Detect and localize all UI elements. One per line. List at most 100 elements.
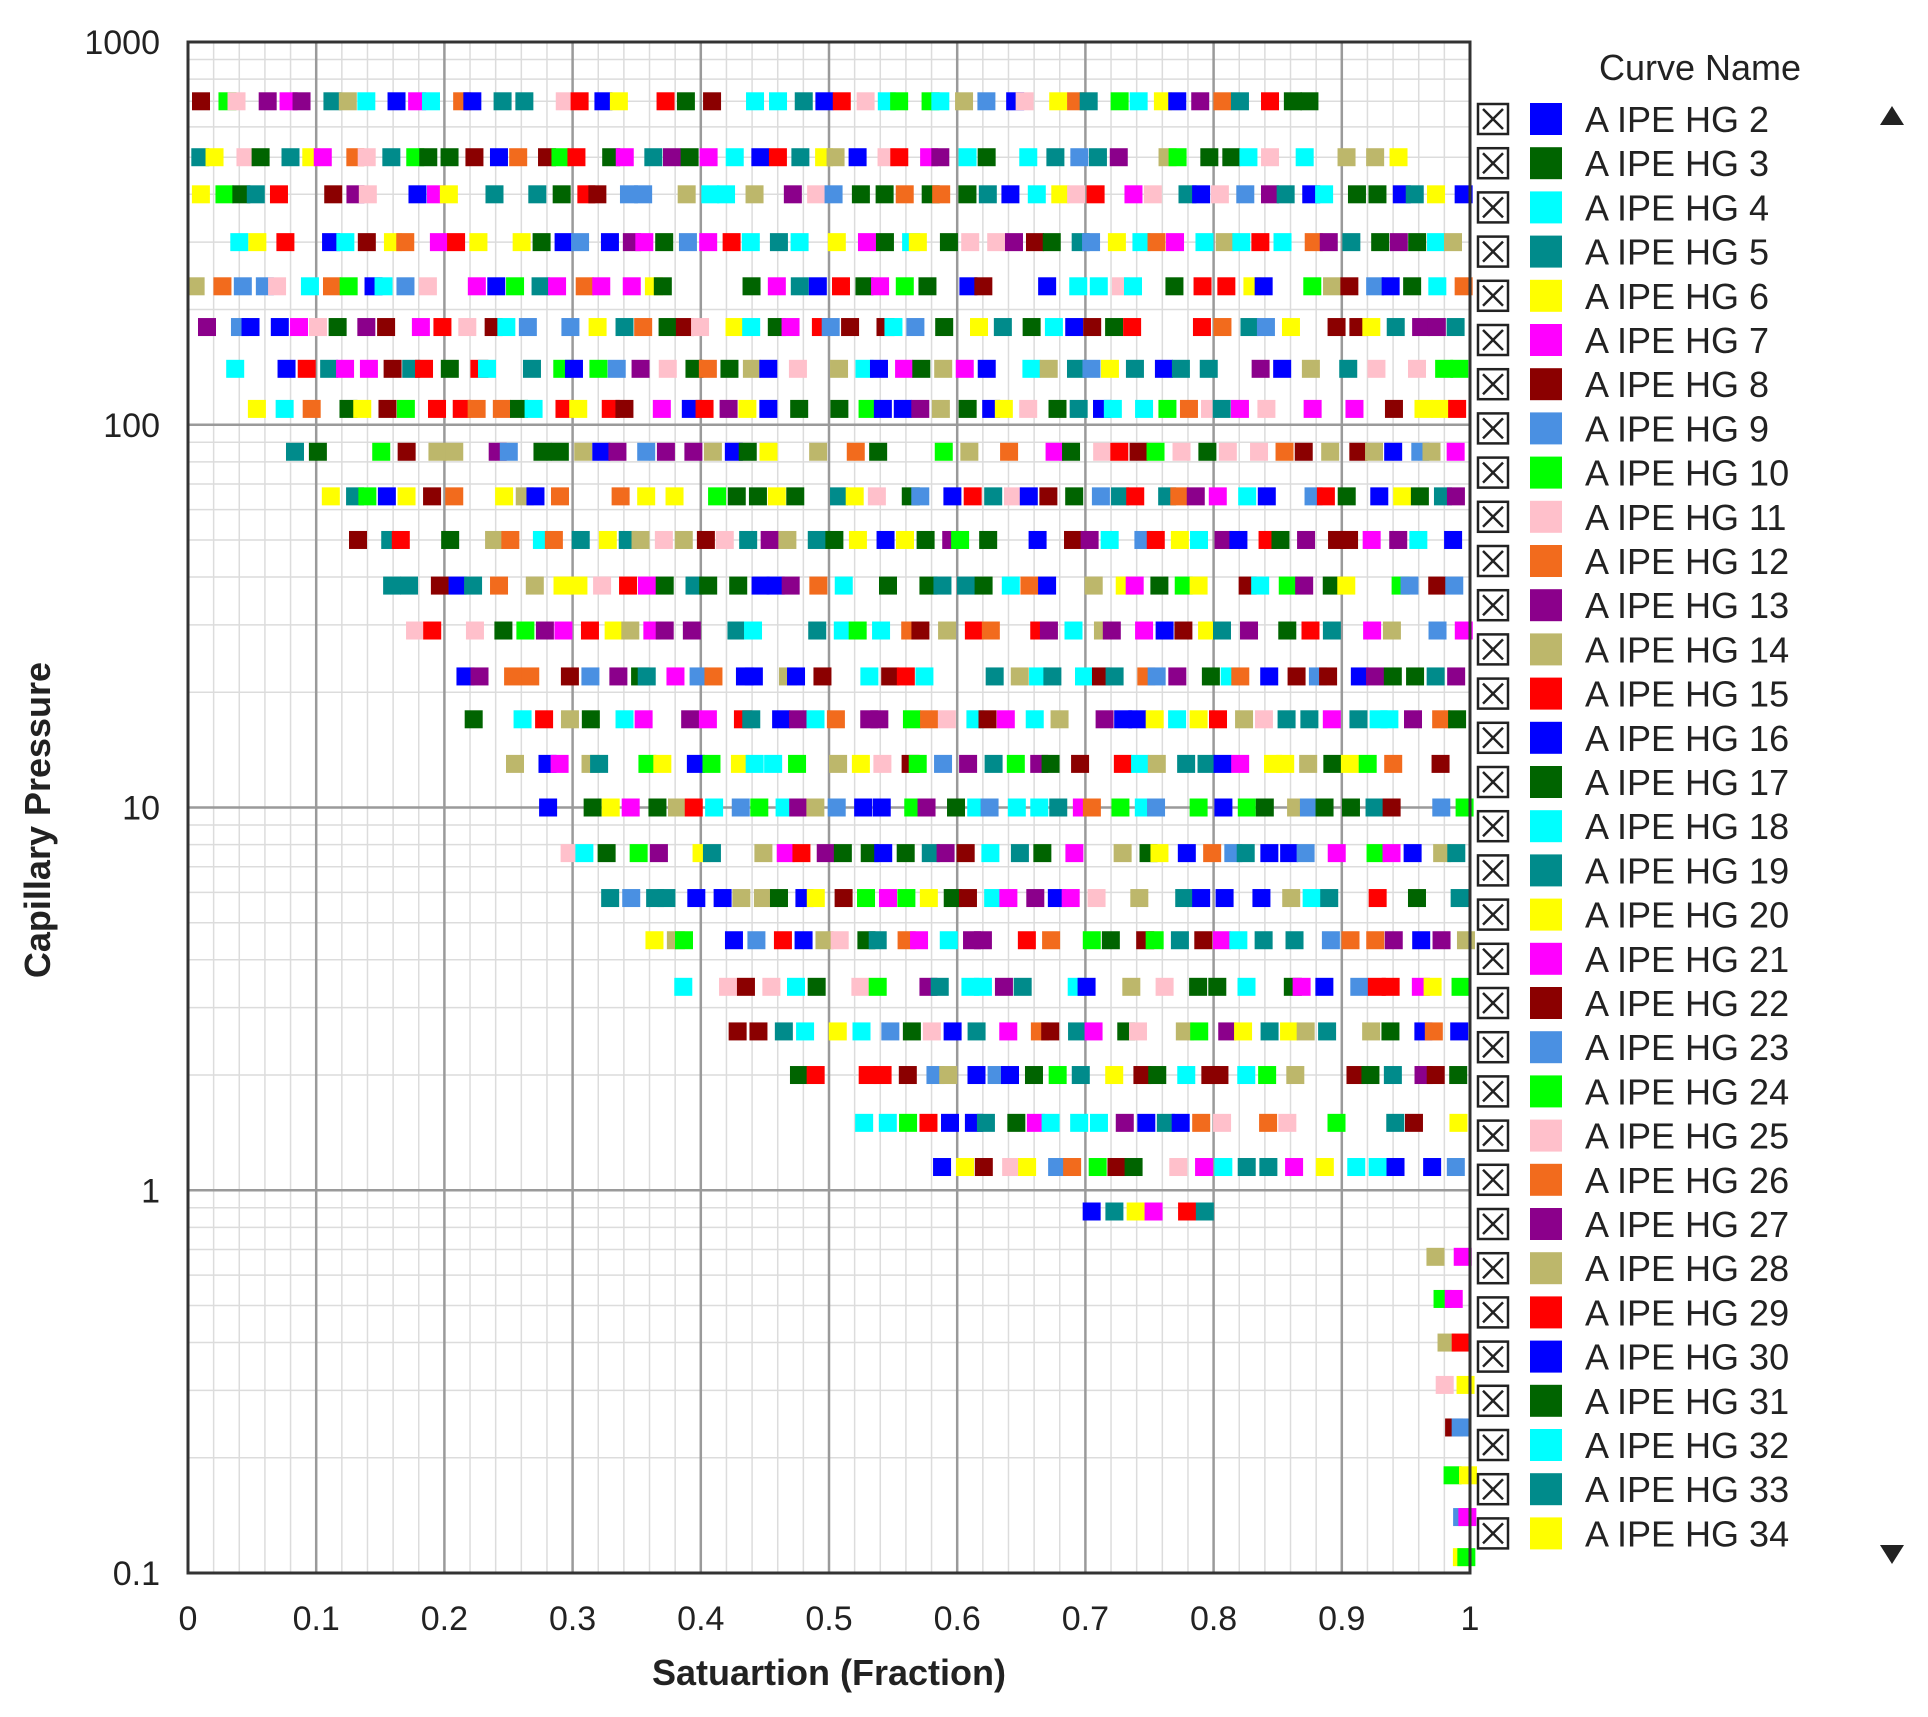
legend-checkbox-icon[interactable] (1476, 765, 1510, 799)
data-point (1064, 530, 1083, 549)
legend-checkbox-icon[interactable] (1476, 942, 1510, 976)
data-point (570, 92, 589, 111)
legend-checkbox-icon[interactable] (1476, 1340, 1510, 1373)
legend-item: A IPE HG 30 (1476, 1337, 1789, 1378)
legend-label: A IPE HG 29 (1585, 1292, 1789, 1333)
data-point (302, 399, 321, 418)
legend-checkbox-icon[interactable] (1476, 721, 1510, 755)
data-point (958, 889, 977, 908)
data-point (830, 399, 849, 418)
data-point (958, 399, 977, 418)
legend-checkbox-icon[interactable] (1476, 1030, 1510, 1064)
legend-checkbox-icon[interactable] (1476, 1075, 1510, 1108)
data-point (1201, 667, 1220, 686)
data-point (1362, 530, 1381, 549)
data-point (1278, 621, 1297, 640)
data-point (637, 442, 656, 461)
data-point (1026, 1113, 1045, 1132)
legend-checkbox-icon[interactable] (1476, 633, 1510, 666)
legend-checkbox-icon[interactable] (1476, 102, 1510, 136)
data-point (746, 92, 765, 111)
legend-checkbox-icon[interactable] (1476, 235, 1510, 268)
data-point (1426, 667, 1445, 686)
data-point (790, 233, 809, 252)
legend-item: A IPE HG 25 (1476, 1116, 1789, 1157)
legend-checkbox-icon[interactable] (1476, 677, 1510, 710)
legend-checkbox-icon[interactable] (1476, 898, 1510, 931)
legend-checkbox-icon[interactable] (1476, 1296, 1510, 1329)
legend-checkbox-icon[interactable] (1476, 1163, 1510, 1197)
data-point (741, 233, 760, 252)
data-point (592, 277, 611, 296)
data-point (357, 233, 376, 252)
legend-checkbox-icon[interactable] (1476, 1251, 1510, 1285)
data-point (1218, 442, 1237, 461)
legend-checkbox-icon[interactable] (1476, 1517, 1510, 1550)
legend-swatch (1530, 368, 1562, 401)
legend-checkbox-icon[interactable] (1476, 1472, 1510, 1506)
data-point (908, 233, 927, 252)
data-point (759, 359, 778, 378)
legend-checkbox-icon[interactable] (1476, 279, 1510, 313)
data-point (1300, 92, 1319, 111)
legend-checkbox-icon[interactable] (1476, 323, 1510, 357)
data-point (634, 185, 653, 204)
data-point (1239, 148, 1258, 167)
data-point (985, 667, 1004, 686)
data-point (322, 277, 341, 296)
legend-item: A IPE HG 22 (1476, 983, 1789, 1024)
legend-checkbox-icon[interactable] (1476, 1428, 1510, 1462)
checkbox-check (1482, 284, 1504, 307)
data-point (1013, 977, 1032, 996)
data-point (1260, 667, 1279, 686)
legend-checkbox-icon[interactable] (1476, 146, 1510, 180)
data-point (994, 977, 1013, 996)
data-point (1258, 1066, 1277, 1085)
data-point (1006, 754, 1025, 773)
data-point (313, 148, 332, 167)
data-point (1456, 1375, 1475, 1394)
data-point (1020, 576, 1039, 595)
data-point (873, 1066, 892, 1085)
triangle-up-icon[interactable] (1880, 106, 1904, 125)
legend-checkbox-icon[interactable] (1476, 986, 1510, 1020)
legend-checkbox-icon[interactable] (1476, 367, 1510, 401)
data-point (1065, 844, 1084, 863)
legend-checkbox-icon[interactable] (1476, 1119, 1510, 1152)
data-point (1367, 359, 1386, 378)
data-point (931, 399, 950, 418)
data-point (297, 359, 316, 378)
data-point (1047, 889, 1066, 908)
data-point (830, 359, 849, 378)
legend-checkbox-icon[interactable] (1476, 412, 1510, 445)
legend-checkbox-icon[interactable] (1476, 854, 1510, 887)
legend-checkbox-icon[interactable] (1476, 1207, 1510, 1241)
data-point (1240, 621, 1259, 640)
data-point (987, 233, 1006, 252)
data-point (1319, 233, 1338, 252)
data-point (648, 798, 667, 817)
data-point (1001, 185, 1020, 204)
data-point (377, 487, 396, 506)
legend-checkbox-icon[interactable] (1476, 456, 1510, 489)
data-point (452, 399, 471, 418)
data-point (999, 1022, 1018, 1041)
legend-checkbox-icon[interactable] (1476, 588, 1510, 622)
data-point (1255, 798, 1274, 817)
data-point (1150, 576, 1169, 595)
checkbox-check (1482, 992, 1504, 1014)
data-point (872, 798, 891, 817)
triangle-down-icon[interactable] (1880, 1545, 1904, 1564)
legend-label: A IPE HG 27 (1585, 1204, 1789, 1245)
data-point (387, 92, 406, 111)
legend-checkbox-icon[interactable] (1476, 544, 1510, 578)
legend-checkbox-icon[interactable] (1476, 1384, 1510, 1418)
legend-checkbox-icon[interactable] (1476, 809, 1510, 843)
data-point (719, 399, 738, 418)
legend-checkbox-icon[interactable] (1476, 191, 1510, 224)
data-point (1146, 530, 1165, 549)
data-point (415, 359, 434, 378)
data-point (1453, 1247, 1472, 1266)
legend-checkbox-icon[interactable] (1476, 500, 1510, 534)
data-point (611, 487, 630, 506)
